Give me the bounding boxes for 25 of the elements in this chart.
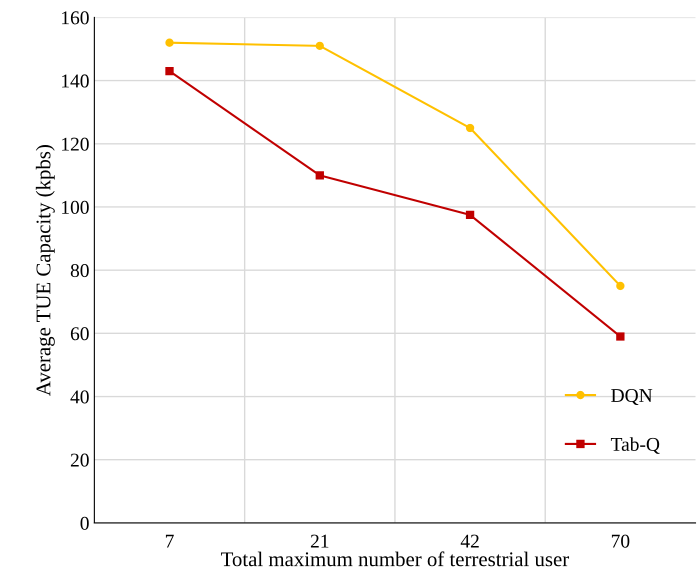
point [616,282,625,290]
point [316,171,324,180]
legend-label: DQN [611,388,652,405]
point [466,210,474,220]
point [316,42,324,50]
y-tick-label: 120 [62,138,89,151]
point [165,66,174,76]
x-tick-label: 7 [166,534,174,548]
y-axis-title: Average TUE Capacity (kpbs) [36,145,55,396]
x-tick-label: 42 [460,534,479,548]
y-tick-label: 140 [62,74,89,88]
y-tick-label: 40 [70,390,89,404]
y-tick-label: 20 [70,454,89,467]
y-tick-label: 60 [70,327,89,340]
legend-label: Tab-Q [610,437,660,454]
x-tick-label: 70 [612,534,630,548]
y-tick-label: 0 [80,516,89,530]
x-axis-title: Total maximum number of terrestrial user [221,551,570,566]
y-tick-label: 160 [62,11,89,24]
point [616,332,625,341]
point [165,38,174,47]
y-tick-label: 80 [70,264,89,278]
point [466,124,474,132]
y-tick-label: 100 [62,200,89,214]
x-tick-label: 21 [310,534,328,548]
